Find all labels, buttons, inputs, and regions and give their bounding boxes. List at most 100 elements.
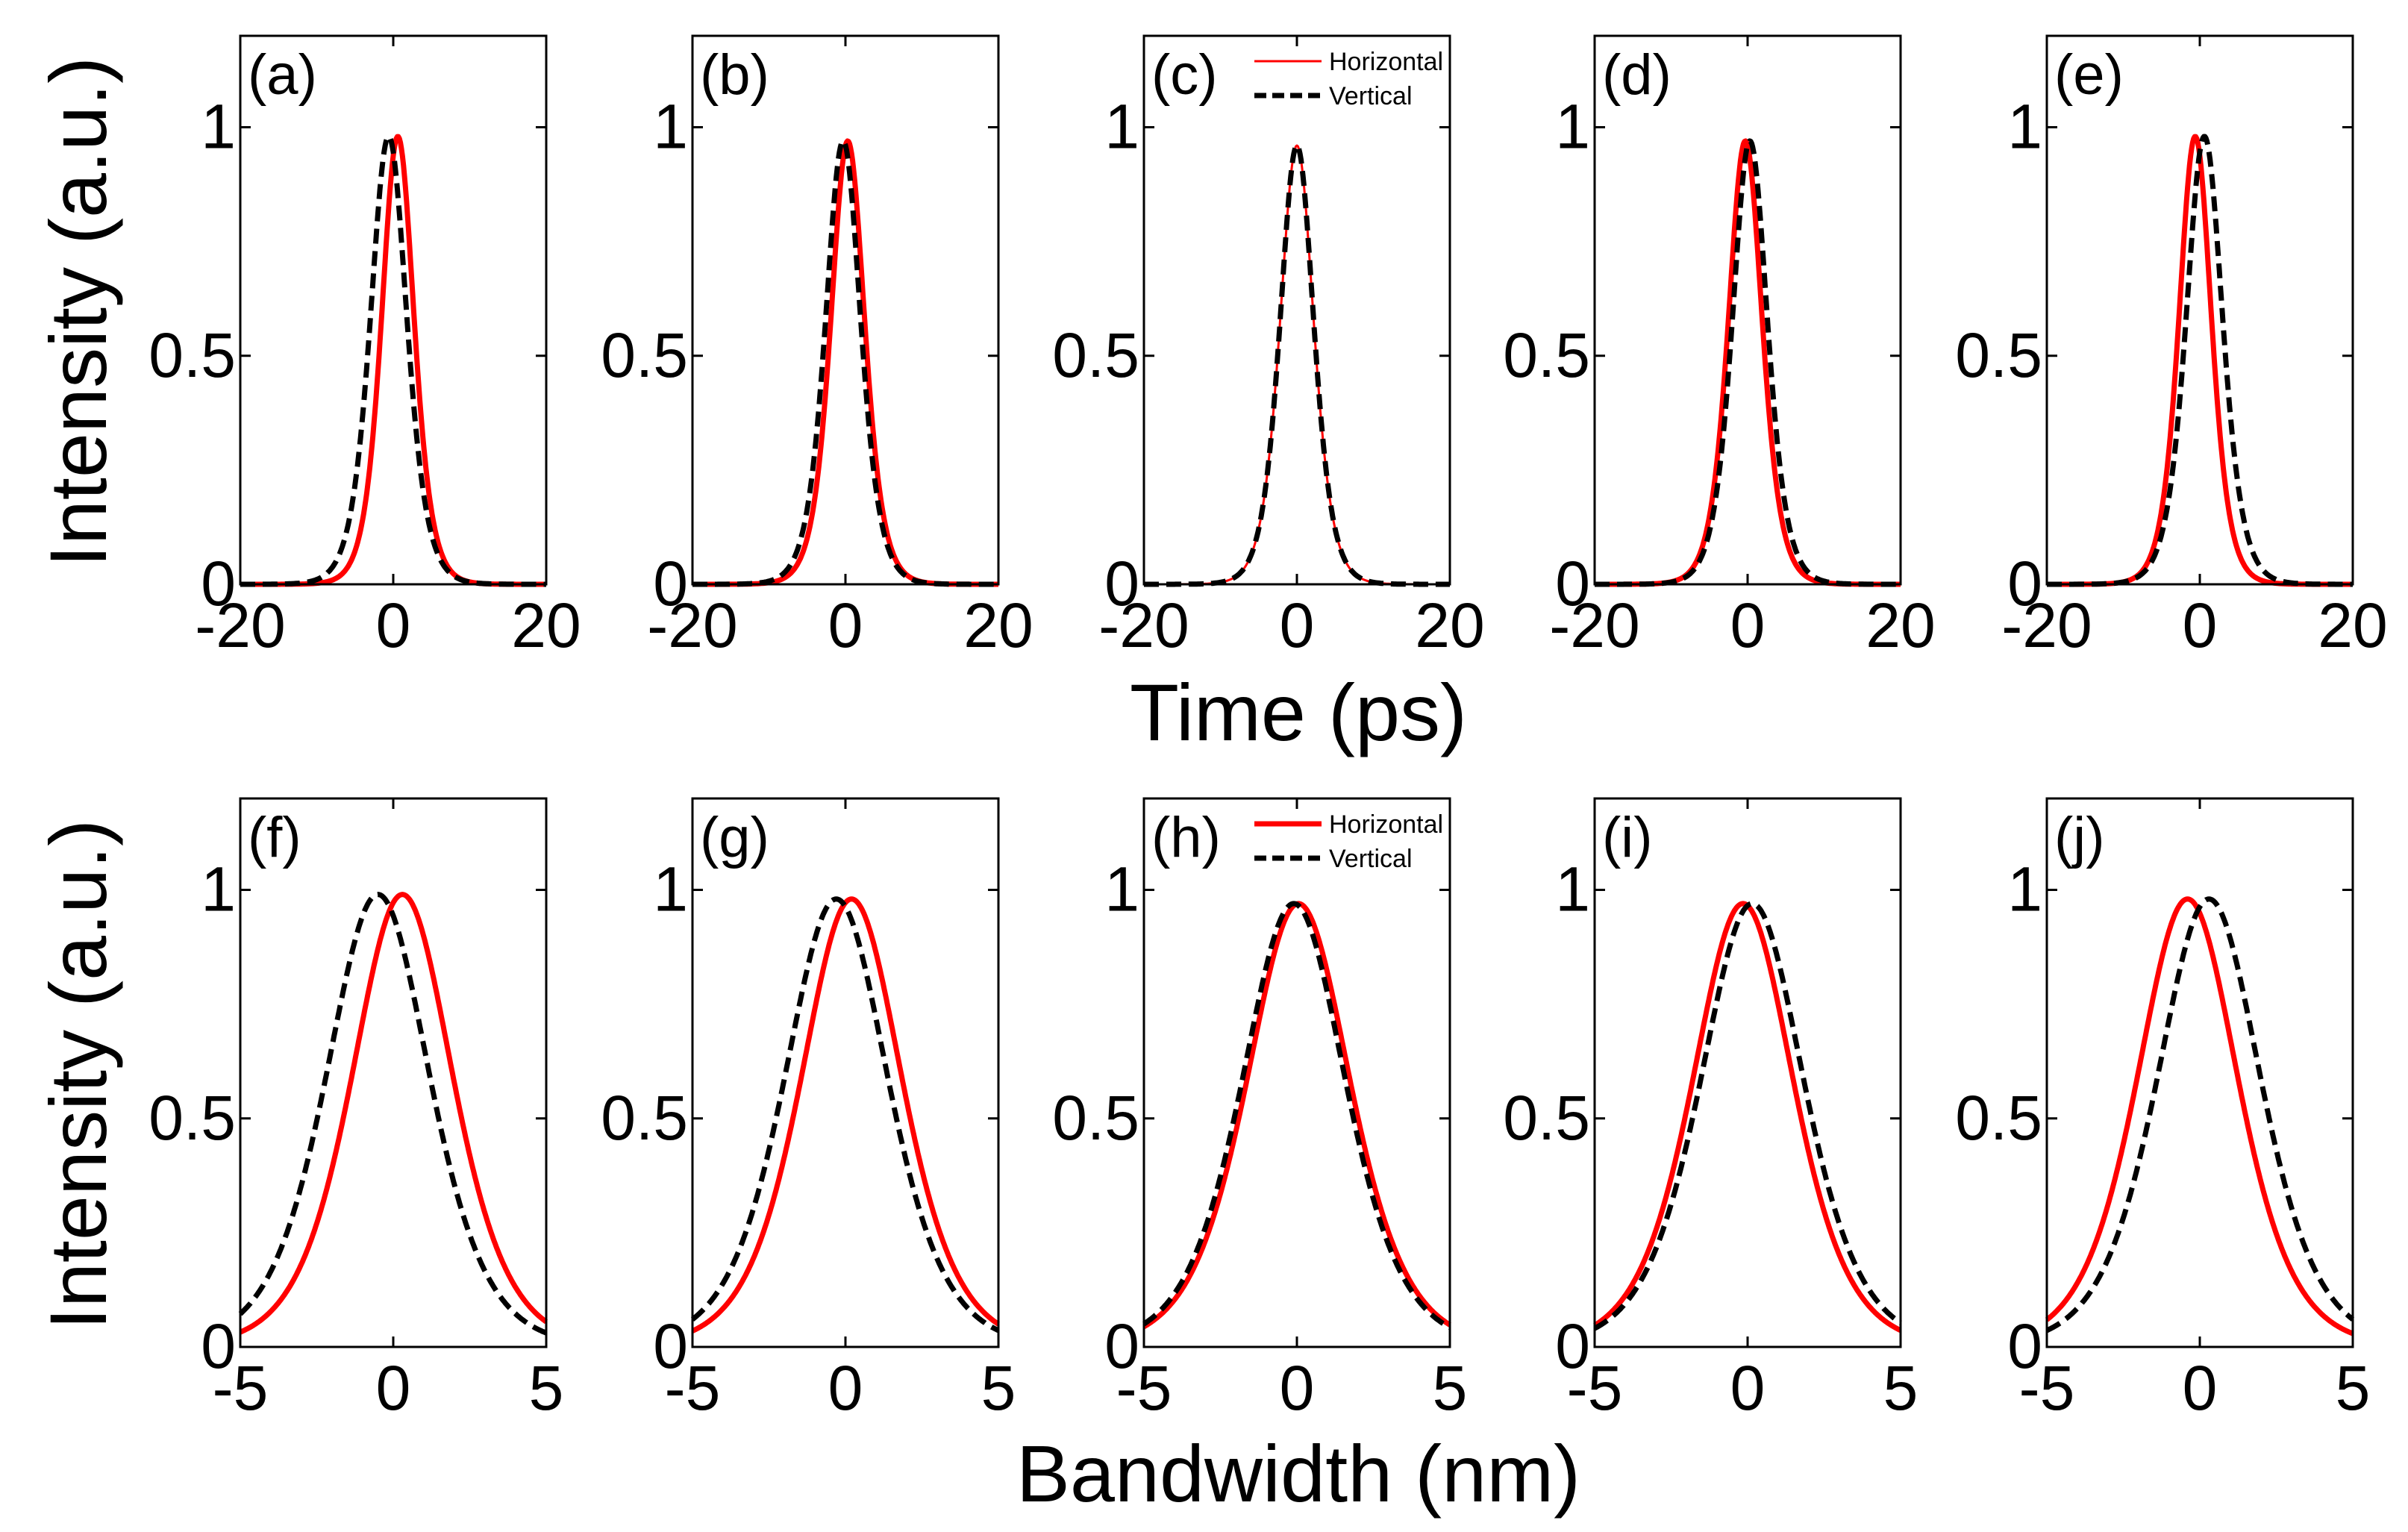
- x-tick-label: 0: [2183, 590, 2218, 660]
- y-tick-label: 1: [201, 92, 236, 162]
- x-tick-label: -20: [1098, 590, 1189, 660]
- panel-label: (a): [248, 43, 317, 107]
- x-tick-label: 0: [1280, 1353, 1315, 1423]
- legend-label-vertical: Vertical: [1329, 82, 1413, 110]
- y-tick-label: 0: [2007, 548, 2042, 619]
- y-tick-label: 1: [1555, 92, 1590, 162]
- x-tick-label: 0: [2183, 1353, 2218, 1423]
- legend-label-vertical: Vertical: [1329, 845, 1413, 873]
- y-tick-label: 0: [1104, 548, 1139, 619]
- x-tick-label: 5: [1883, 1353, 1918, 1423]
- panel-label: (b): [700, 43, 769, 107]
- y-tick-label: 0: [1555, 548, 1590, 619]
- y-tick-label: 1: [1555, 854, 1590, 925]
- panel-label: (c): [1151, 43, 1218, 107]
- row1-xlabel: Time (ps): [1130, 667, 1467, 757]
- x-tick-label: -20: [647, 590, 737, 660]
- series-group: [1142, 901, 1452, 1331]
- panel-label: (g): [700, 806, 769, 869]
- y-tick-label: 1: [2007, 854, 2042, 925]
- x-tick-label: 0: [828, 1353, 863, 1423]
- x-tick-label: 20: [1415, 590, 1484, 660]
- x-tick-label: 5: [529, 1353, 564, 1423]
- series-group: [690, 896, 1001, 1334]
- x-tick-label: 0: [376, 1353, 411, 1423]
- series-group: [2045, 896, 2355, 1336]
- panel-label: (h): [1151, 806, 1221, 869]
- y-tick-label: 0.5: [1955, 320, 2042, 390]
- x-tick-label: 20: [2318, 590, 2387, 660]
- panel-label: (d): [1602, 43, 1671, 107]
- series-line-vertical: [1592, 901, 1903, 1331]
- y-tick-label: 0.5: [601, 1083, 688, 1153]
- series-group: [238, 892, 548, 1336]
- x-tick-label: -20: [1549, 590, 1639, 660]
- y-tick-label: 1: [653, 92, 688, 162]
- panels: 00.51-20 0 20(a)00.51-20 0 20(b)00.51-20 0 20(…: [148, 34, 2388, 1423]
- y-tick-label: 1: [2007, 92, 2042, 162]
- panel-a: 00.51-20 0 20(a): [148, 34, 581, 660]
- panel-label: (f): [248, 806, 301, 869]
- panel-j: 00.51-5 0 5(j): [1955, 797, 2371, 1423]
- x-tick-label: 0: [1730, 1353, 1766, 1423]
- series-line-vertical: [690, 896, 1001, 1334]
- panel-f: 00.51-5 0 5(f): [148, 797, 564, 1423]
- y-tick-label: 0.5: [1052, 1083, 1139, 1153]
- y-tick-label: 0.5: [1503, 320, 1590, 390]
- x-tick-label: 5: [981, 1353, 1016, 1423]
- y-tick-label: 0.5: [148, 320, 236, 390]
- y-tick-label: 0: [653, 548, 688, 619]
- y-tick-label: 0.5: [1052, 320, 1139, 390]
- x-tick-label: -5: [1567, 1353, 1623, 1423]
- y-tick-label: 0: [201, 548, 236, 619]
- panel-e: 00.51-20 0 20(e): [1955, 34, 2388, 660]
- series-line-vertical: [1142, 901, 1452, 1331]
- y-tick-label: 0.5: [148, 1083, 236, 1153]
- panel-label: (e): [2054, 43, 2124, 107]
- x-tick-label: 0: [1730, 590, 1766, 660]
- legend: Horizontal Vertical: [1254, 810, 1443, 873]
- row2-xlabel: Bandwidth (nm): [1016, 1428, 1580, 1519]
- x-tick-label: 0: [1280, 590, 1315, 660]
- x-tick-label: 20: [511, 590, 581, 660]
- x-tick-label: 0: [828, 590, 863, 660]
- row2-ylabel: Intensity (a.u.): [33, 819, 123, 1330]
- y-tick-label: 0.5: [1503, 1083, 1590, 1153]
- x-tick-label: -20: [2001, 590, 2092, 660]
- x-tick-label: 5: [1433, 1353, 1468, 1423]
- x-tick-label: -5: [2019, 1353, 2075, 1423]
- legend-label-horizontal: Horizontal: [1329, 810, 1443, 839]
- legend-label-horizontal: Horizontal: [1329, 48, 1443, 76]
- y-tick-label: 0: [201, 1311, 236, 1381]
- y-tick-label: 1: [1104, 854, 1139, 925]
- x-tick-label: -5: [1116, 1353, 1172, 1423]
- y-tick-label: 0.5: [601, 320, 688, 390]
- series-group: [1592, 901, 1903, 1334]
- y-tick-label: 0.5: [1955, 1083, 2042, 1153]
- y-tick-label: 0: [1104, 1311, 1139, 1381]
- row1-ylabel: Intensity (a.u.): [33, 57, 123, 567]
- panel-i: 00.51-5 0 5(i): [1503, 797, 1918, 1423]
- x-tick-label: -5: [665, 1353, 721, 1423]
- y-tick-label: 0: [653, 1311, 688, 1381]
- series-line-vertical: [238, 892, 548, 1336]
- panel-label: (i): [1602, 806, 1653, 869]
- x-tick-label: 20: [963, 590, 1033, 660]
- panel-label: (j): [2054, 806, 2105, 869]
- panel-b: 00.51-20 0 20(b): [601, 34, 1033, 660]
- x-tick-label: 5: [2336, 1353, 2371, 1423]
- legend: Horizontal Vertical: [1254, 48, 1443, 110]
- panel-g: 00.51-5 0 5(g): [601, 797, 1016, 1423]
- panel-d: 00.51-20 0 20(d): [1503, 34, 1936, 660]
- x-tick-label: 0: [376, 590, 411, 660]
- series-line-vertical: [2045, 896, 2355, 1334]
- y-tick-label: 1: [1104, 92, 1139, 162]
- series-line-horizontal: [238, 892, 548, 1335]
- y-tick-label: 0: [2007, 1311, 2042, 1381]
- x-tick-label: -5: [213, 1353, 269, 1423]
- y-tick-label: 0: [1555, 1311, 1590, 1381]
- y-tick-label: 1: [201, 854, 236, 925]
